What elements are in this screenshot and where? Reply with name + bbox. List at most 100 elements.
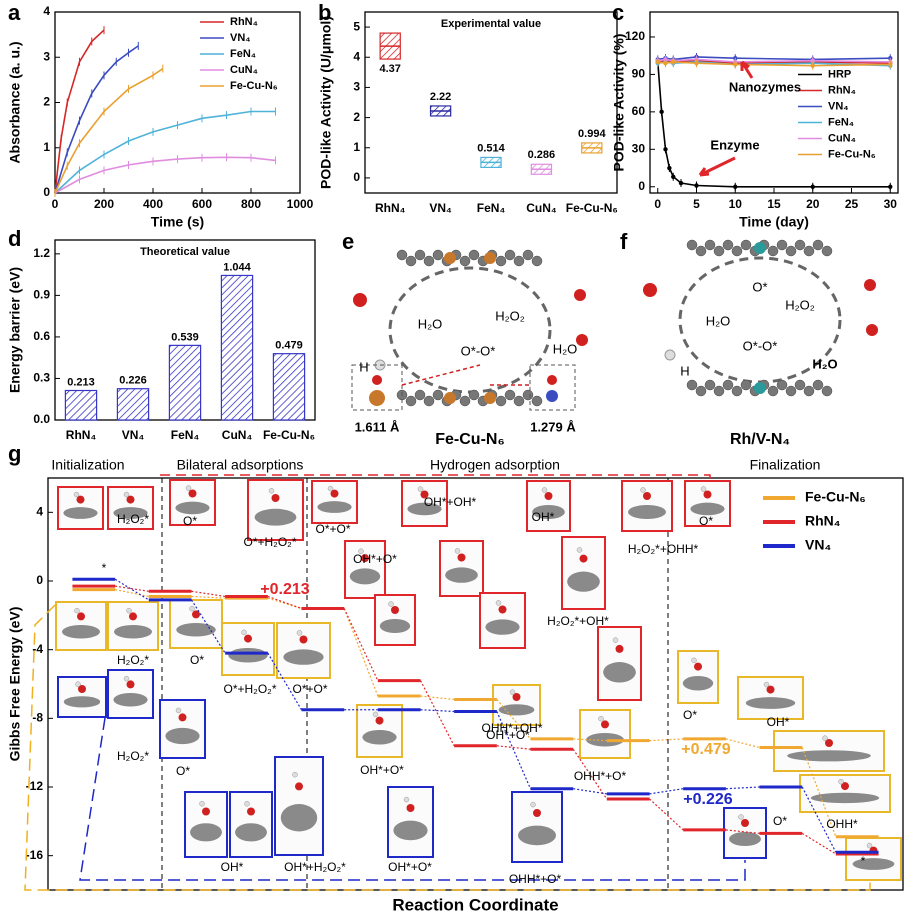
legend-label: RhN₄ bbox=[230, 16, 258, 28]
structure bbox=[445, 567, 478, 583]
diagram-label: 1.279 Å bbox=[530, 419, 576, 434]
series-line bbox=[54, 29, 105, 194]
x-tick-label: 30 bbox=[884, 197, 898, 211]
diagram-label: O*-O* bbox=[461, 343, 496, 358]
structure bbox=[745, 697, 796, 709]
section-label: Bilateral adsorptions bbox=[177, 457, 304, 473]
connector bbox=[267, 652, 302, 711]
structure bbox=[176, 623, 216, 637]
atom bbox=[694, 662, 702, 671]
connector bbox=[420, 680, 455, 747]
zoom-box bbox=[351, 364, 403, 411]
x-tick-label: FeN₄ bbox=[477, 201, 506, 215]
atom bbox=[686, 239, 698, 251]
zoom-box bbox=[529, 364, 576, 411]
y-tick-label: 60 bbox=[632, 104, 646, 118]
x-tick-label: Fe-Cu-N₆ bbox=[566, 201, 618, 215]
value-label: 0.514 bbox=[477, 142, 505, 154]
state-label: OHH*+OH* bbox=[481, 721, 542, 735]
y-tick-label: 2 bbox=[353, 110, 360, 124]
atom bbox=[722, 379, 734, 391]
section-label: Finalization bbox=[750, 457, 821, 473]
atom bbox=[794, 379, 806, 391]
x-tick-label: FeN₄ bbox=[171, 428, 200, 442]
y-axis-label: Gibbs Free Energy (eV) bbox=[7, 607, 23, 762]
diagram-label: 1.611 Å bbox=[355, 419, 400, 434]
atom bbox=[75, 681, 81, 687]
y-tick-label: 4 bbox=[353, 49, 360, 63]
atom bbox=[296, 630, 303, 636]
atom bbox=[513, 395, 525, 407]
structure bbox=[532, 505, 565, 519]
state-label: O* bbox=[773, 814, 787, 828]
atom bbox=[241, 629, 247, 636]
state-label: H₂O₂* bbox=[117, 653, 149, 667]
atom bbox=[731, 245, 743, 257]
x-tick-label: RhN₄ bbox=[375, 201, 406, 215]
marker bbox=[663, 60, 668, 66]
marker bbox=[663, 147, 668, 152]
annotation: Enzyme bbox=[710, 137, 759, 152]
structure bbox=[63, 507, 98, 519]
state-label: O*+H₂O₂* bbox=[244, 535, 297, 549]
atom bbox=[457, 553, 466, 562]
atom bbox=[763, 681, 770, 688]
atom bbox=[821, 385, 833, 397]
structure bbox=[317, 501, 352, 513]
state-label: H₂O₂*+OHH* bbox=[628, 542, 699, 556]
structure bbox=[190, 823, 222, 842]
state-label: OHH*+O* bbox=[509, 872, 562, 886]
atom bbox=[740, 379, 752, 391]
marker bbox=[888, 184, 893, 189]
atom bbox=[785, 385, 797, 397]
legend-label: FeN₄ bbox=[828, 116, 854, 128]
section-label: Hydrogen adsorption bbox=[430, 457, 560, 473]
connector bbox=[725, 738, 760, 749]
y-tick-label: -4 bbox=[32, 642, 43, 656]
atom bbox=[432, 389, 444, 401]
structure bbox=[498, 704, 535, 716]
atom bbox=[686, 379, 698, 391]
x-tick-label: 5 bbox=[693, 197, 700, 211]
state-label: O* bbox=[683, 708, 697, 722]
section-label: Initialization bbox=[51, 457, 124, 473]
atom bbox=[299, 635, 308, 644]
diagram-label: H₂O bbox=[706, 313, 731, 328]
structure bbox=[283, 649, 324, 665]
atom bbox=[722, 239, 734, 251]
marker bbox=[694, 183, 699, 188]
atom bbox=[432, 249, 444, 261]
x-tick-label: 20 bbox=[806, 197, 820, 211]
outline bbox=[160, 474, 711, 485]
atom bbox=[741, 819, 749, 827]
atom bbox=[731, 385, 743, 397]
atom bbox=[423, 255, 435, 267]
diagram-label: H₂O bbox=[418, 316, 443, 331]
atom bbox=[547, 375, 557, 385]
x-tick-label: 800 bbox=[241, 197, 261, 211]
atom bbox=[188, 489, 197, 498]
atom bbox=[531, 395, 543, 407]
connector bbox=[343, 608, 379, 697]
value-label: 0.539 bbox=[171, 331, 199, 343]
atom bbox=[612, 637, 619, 643]
atom bbox=[199, 800, 205, 807]
marker bbox=[810, 58, 815, 63]
structure bbox=[280, 804, 318, 832]
plot-frame bbox=[649, 11, 899, 194]
bar bbox=[220, 274, 254, 421]
state-label: H₂O₂* bbox=[117, 749, 149, 763]
connector bbox=[114, 578, 150, 601]
legend-label: FeN₄ bbox=[230, 48, 256, 60]
y-tick-label: 3 bbox=[353, 80, 360, 94]
marker bbox=[733, 184, 738, 189]
panel-label: a bbox=[8, 0, 21, 25]
structure bbox=[113, 693, 148, 707]
annotation: +0.479 bbox=[681, 741, 730, 758]
structure bbox=[729, 832, 761, 846]
panel-label: d bbox=[8, 226, 21, 251]
atom bbox=[704, 239, 716, 251]
structure bbox=[485, 619, 520, 635]
connector bbox=[115, 588, 149, 598]
atom bbox=[664, 349, 676, 361]
